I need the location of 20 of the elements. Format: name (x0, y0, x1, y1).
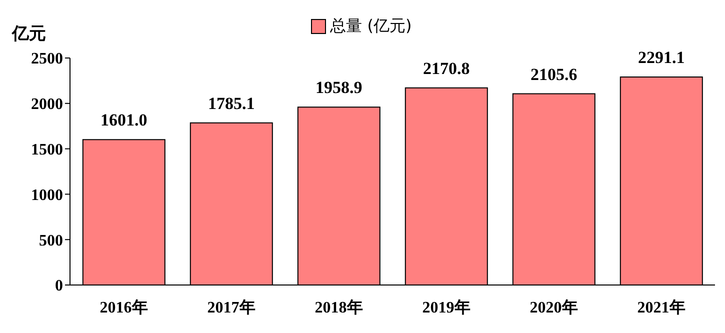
x-tick-label: 2021年 (637, 298, 686, 316)
data-label: 2170.8 (423, 58, 470, 78)
data-label: 2105.6 (530, 64, 578, 84)
y-axis-title: 亿元 (12, 23, 46, 45)
data-label: 1601.0 (100, 110, 148, 130)
legend-label: 总量 (亿元) (330, 16, 412, 37)
x-tick-label: 2017年 (207, 298, 256, 316)
data-label: 2291.1 (638, 48, 685, 67)
y-tick-label: 500 (39, 232, 63, 250)
y-tick-label: 1000 (31, 186, 63, 204)
y-tick-label: 2500 (31, 50, 63, 68)
x-tick-label: 2020年 (530, 298, 578, 316)
y-tick-label: 2000 (31, 96, 63, 114)
x-tick-label: 2018年 (314, 298, 363, 316)
y-tick-label: 0 (55, 278, 63, 295)
y-tick-label: 1500 (31, 141, 63, 158)
data-label: 1785.1 (208, 94, 255, 113)
x-tick-label: 2016年 (100, 298, 148, 316)
data-label: 1958.9 (316, 78, 362, 98)
x-tick-label: 2019年 (422, 298, 470, 316)
